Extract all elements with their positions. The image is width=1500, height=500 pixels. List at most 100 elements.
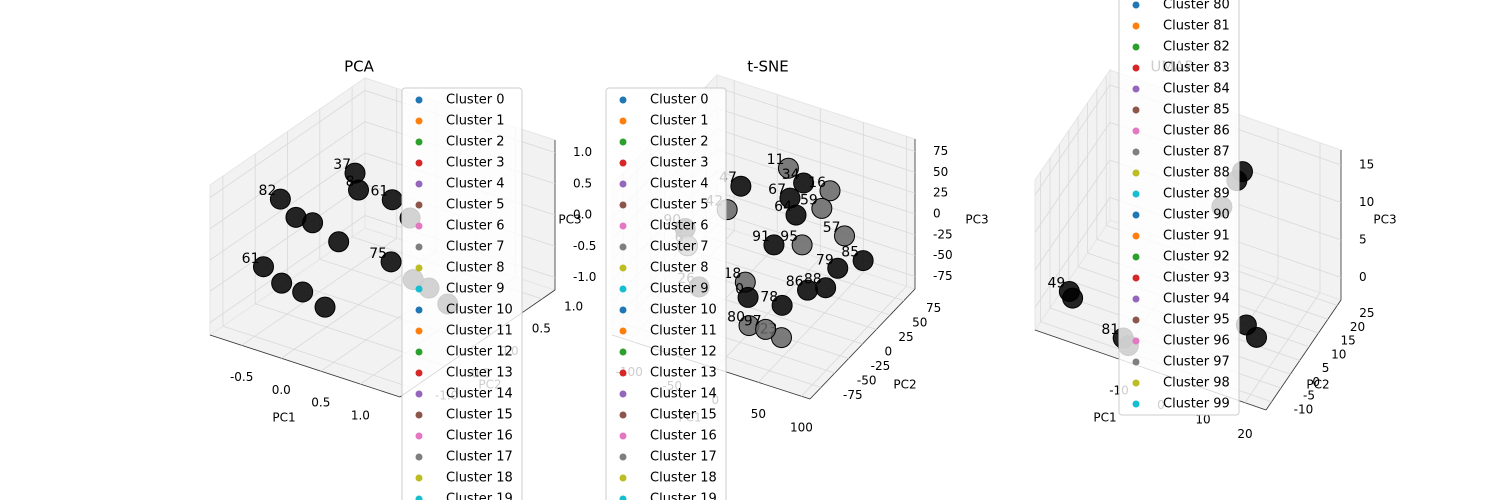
legend-marker <box>619 243 627 251</box>
point-label: 81 <box>1101 322 1119 338</box>
point-label: 11 <box>767 152 785 168</box>
x-tick-label: 0.5 <box>311 396 330 410</box>
legend-label: Cluster 1 <box>650 114 709 129</box>
cluster-point <box>314 296 336 318</box>
legend-marker <box>1132 22 1140 30</box>
y-tick-label: -25 <box>871 359 891 373</box>
legend-marker <box>415 432 423 440</box>
cluster-point <box>269 188 291 210</box>
legend-label: Cluster 9 <box>650 282 709 297</box>
legend-marker <box>415 327 423 335</box>
y-tick-label: 25 <box>898 330 913 344</box>
y-tick-label: 0.5 <box>532 322 551 336</box>
legend-label: Cluster 85 <box>1163 103 1230 118</box>
legend-marker <box>415 306 423 314</box>
cluster-point <box>811 197 833 219</box>
legend-marker <box>415 138 423 146</box>
legend-label: Cluster 89 <box>1163 187 1230 202</box>
cluster-point <box>763 234 785 256</box>
z-tick-label: 10 <box>1359 195 1374 209</box>
x-tick-label: 10 <box>1195 413 1210 427</box>
legend-label: Cluster 17 <box>650 450 717 465</box>
legend-label: Cluster 7 <box>446 240 505 255</box>
legend-label: Cluster 0 <box>650 93 709 108</box>
y-tick-label: 20 <box>1350 320 1365 334</box>
legend-label: Cluster 5 <box>650 198 709 213</box>
z-tick-label: 50 <box>933 165 948 179</box>
z-tick-label: 1.0 <box>573 145 592 159</box>
grid-line <box>716 87 916 152</box>
legend-label: Cluster 13 <box>650 366 717 381</box>
legend-marker <box>415 264 423 272</box>
y-tick-label: -10 <box>1294 402 1314 416</box>
grid-line <box>209 90 366 198</box>
cluster-point <box>785 204 807 226</box>
x-axis-label: PC1 <box>272 411 295 425</box>
legend-marker <box>619 264 627 272</box>
legend-box <box>1118 0 1240 416</box>
cluster-point <box>737 286 759 308</box>
cluster-point <box>819 180 841 202</box>
legend-label: Cluster 10 <box>650 303 717 318</box>
legend-label: Cluster 11 <box>650 324 717 339</box>
legend-label: Cluster 19 <box>446 492 513 500</box>
legend-label: Cluster 18 <box>446 471 513 486</box>
cluster-point <box>271 272 293 294</box>
legend-marker <box>619 222 627 230</box>
point-label: 95 <box>780 229 798 245</box>
legend-marker <box>415 201 423 209</box>
y-tick-label: 25 <box>1359 306 1374 320</box>
cluster-point <box>730 175 752 197</box>
legend-marker <box>415 117 423 125</box>
legend-marker <box>619 117 627 125</box>
legend-marker <box>1132 190 1140 198</box>
z-tick-label: -0.5 <box>573 239 596 253</box>
legend-marker <box>1132 400 1140 408</box>
legend-marker <box>1132 379 1140 387</box>
legend-label: Cluster 8 <box>446 261 505 276</box>
legend-label: Cluster 7 <box>650 240 709 255</box>
point-label: 0 <box>735 281 744 297</box>
x-tick-label: -0.5 <box>230 370 253 384</box>
legend-marker <box>1132 1 1140 9</box>
grid-line <box>716 191 916 257</box>
legend-label: Cluster 83 <box>1163 61 1230 76</box>
legend-marker <box>619 285 627 293</box>
point-label: 79 <box>816 252 834 268</box>
legend-label: Cluster 0 <box>446 93 505 108</box>
legend-label: Cluster 16 <box>650 429 717 444</box>
legend-label: Cluster 19 <box>650 492 717 500</box>
point-label: 67 <box>768 182 786 198</box>
legend-marker <box>619 159 627 167</box>
y-tick-label: 50 <box>912 316 927 330</box>
point-label: 61 <box>370 184 388 200</box>
legend-marker <box>415 474 423 482</box>
legend-label: Cluster 9 <box>446 282 505 297</box>
legend-label: Cluster 5 <box>446 198 505 213</box>
legend-label: Cluster 11 <box>446 324 513 339</box>
z-tick-label: 15 <box>1359 158 1374 172</box>
legend-label: Cluster 87 <box>1163 145 1230 160</box>
cluster-point <box>253 256 274 278</box>
legend-marker <box>1132 295 1140 303</box>
z-tick-label: -1.0 <box>573 270 596 284</box>
legend-label: Cluster 1 <box>446 114 505 129</box>
cluster-point <box>852 250 874 272</box>
cluster-point <box>1062 287 1084 309</box>
legend-marker <box>619 201 627 209</box>
z-axis-label: PC3 <box>1373 213 1396 227</box>
legend-marker <box>619 411 627 419</box>
point-label: 91 <box>752 229 770 245</box>
y-axis-line <box>1265 299 1342 411</box>
legend-label: Cluster 90 <box>1163 208 1230 223</box>
legend-label: Cluster 8 <box>650 261 709 276</box>
z-tick-label: -50 <box>933 248 953 262</box>
legend-label: Cluster 98 <box>1163 376 1230 391</box>
legend-marker <box>415 285 423 293</box>
grid-line <box>222 325 414 389</box>
x-tick-label: 20 <box>1237 427 1252 441</box>
legend-marker <box>1132 232 1140 240</box>
legend-label: Cluster 97 <box>1163 355 1230 370</box>
